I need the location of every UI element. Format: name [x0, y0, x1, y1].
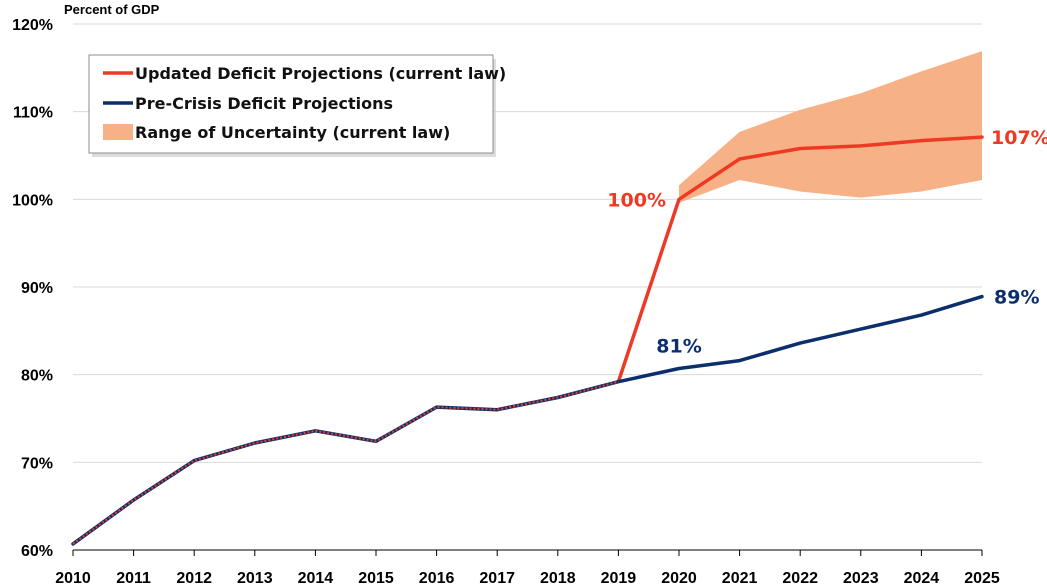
- y-tick-label: 120%: [12, 17, 53, 34]
- legend: Updated Deficit Projections (current law…: [88, 54, 506, 157]
- legend-label-1: Pre-Crisis Deficit Projections: [135, 94, 393, 113]
- x-tick-label: 2024: [904, 570, 940, 587]
- data-label: 81%: [656, 336, 701, 358]
- x-tick-label: 2022: [782, 570, 818, 587]
- y-tick-label: 90%: [21, 280, 53, 297]
- legend-swatch-2: [103, 124, 133, 140]
- y-tick-label: 70%: [21, 455, 53, 472]
- y-tick-label: 60%: [21, 543, 53, 560]
- x-tick-label: 2020: [661, 570, 697, 587]
- x-tick-label: 2015: [358, 570, 394, 587]
- y-tick-label: 110%: [13, 105, 53, 122]
- x-tick-label: 2023: [843, 570, 879, 587]
- uncertainty-band: [679, 51, 982, 203]
- data-label: 107%: [991, 127, 1047, 149]
- legend-label-0: Updated Deficit Projections (current law…: [135, 64, 506, 83]
- x-tick-label: 2014: [298, 570, 334, 587]
- updated-projection-line: [616, 135, 984, 384]
- data-label: 100%: [607, 189, 666, 211]
- series-lines: [71, 135, 984, 546]
- axes: 60% 70% 80% 90% 100% 110% 120% Percent of GDP 20…: [12, 2, 1000, 587]
- y-axis-title: Percent of GDP: [64, 2, 160, 17]
- x-tick-label: 2019: [601, 570, 637, 587]
- x-tick-label: 2025: [964, 570, 1000, 587]
- legend-box: [88, 54, 494, 154]
- legend-label-2: Range of Uncertainty (current law): [135, 123, 450, 142]
- y-tick-label: 80%: [21, 368, 53, 385]
- pre-crisis-projection-line: [71, 294, 984, 546]
- x-tick-label: 2011: [116, 570, 151, 587]
- data-label: 89%: [994, 287, 1039, 309]
- annotations: 100% 107% 81% 89%: [607, 127, 1047, 357]
- x-tick-label: 2021: [722, 570, 758, 587]
- x-tick-label: 2017: [479, 570, 515, 587]
- x-tick-label: 2018: [540, 570, 576, 587]
- x-tick-label: 2010: [55, 570, 91, 587]
- x-tick-label: 2012: [176, 570, 212, 587]
- x-tick-label: 2016: [419, 570, 455, 587]
- x-tick-label: 2013: [237, 570, 273, 587]
- y-tick-label: 100%: [12, 192, 53, 209]
- uncertainty-band-layer: [679, 51, 982, 203]
